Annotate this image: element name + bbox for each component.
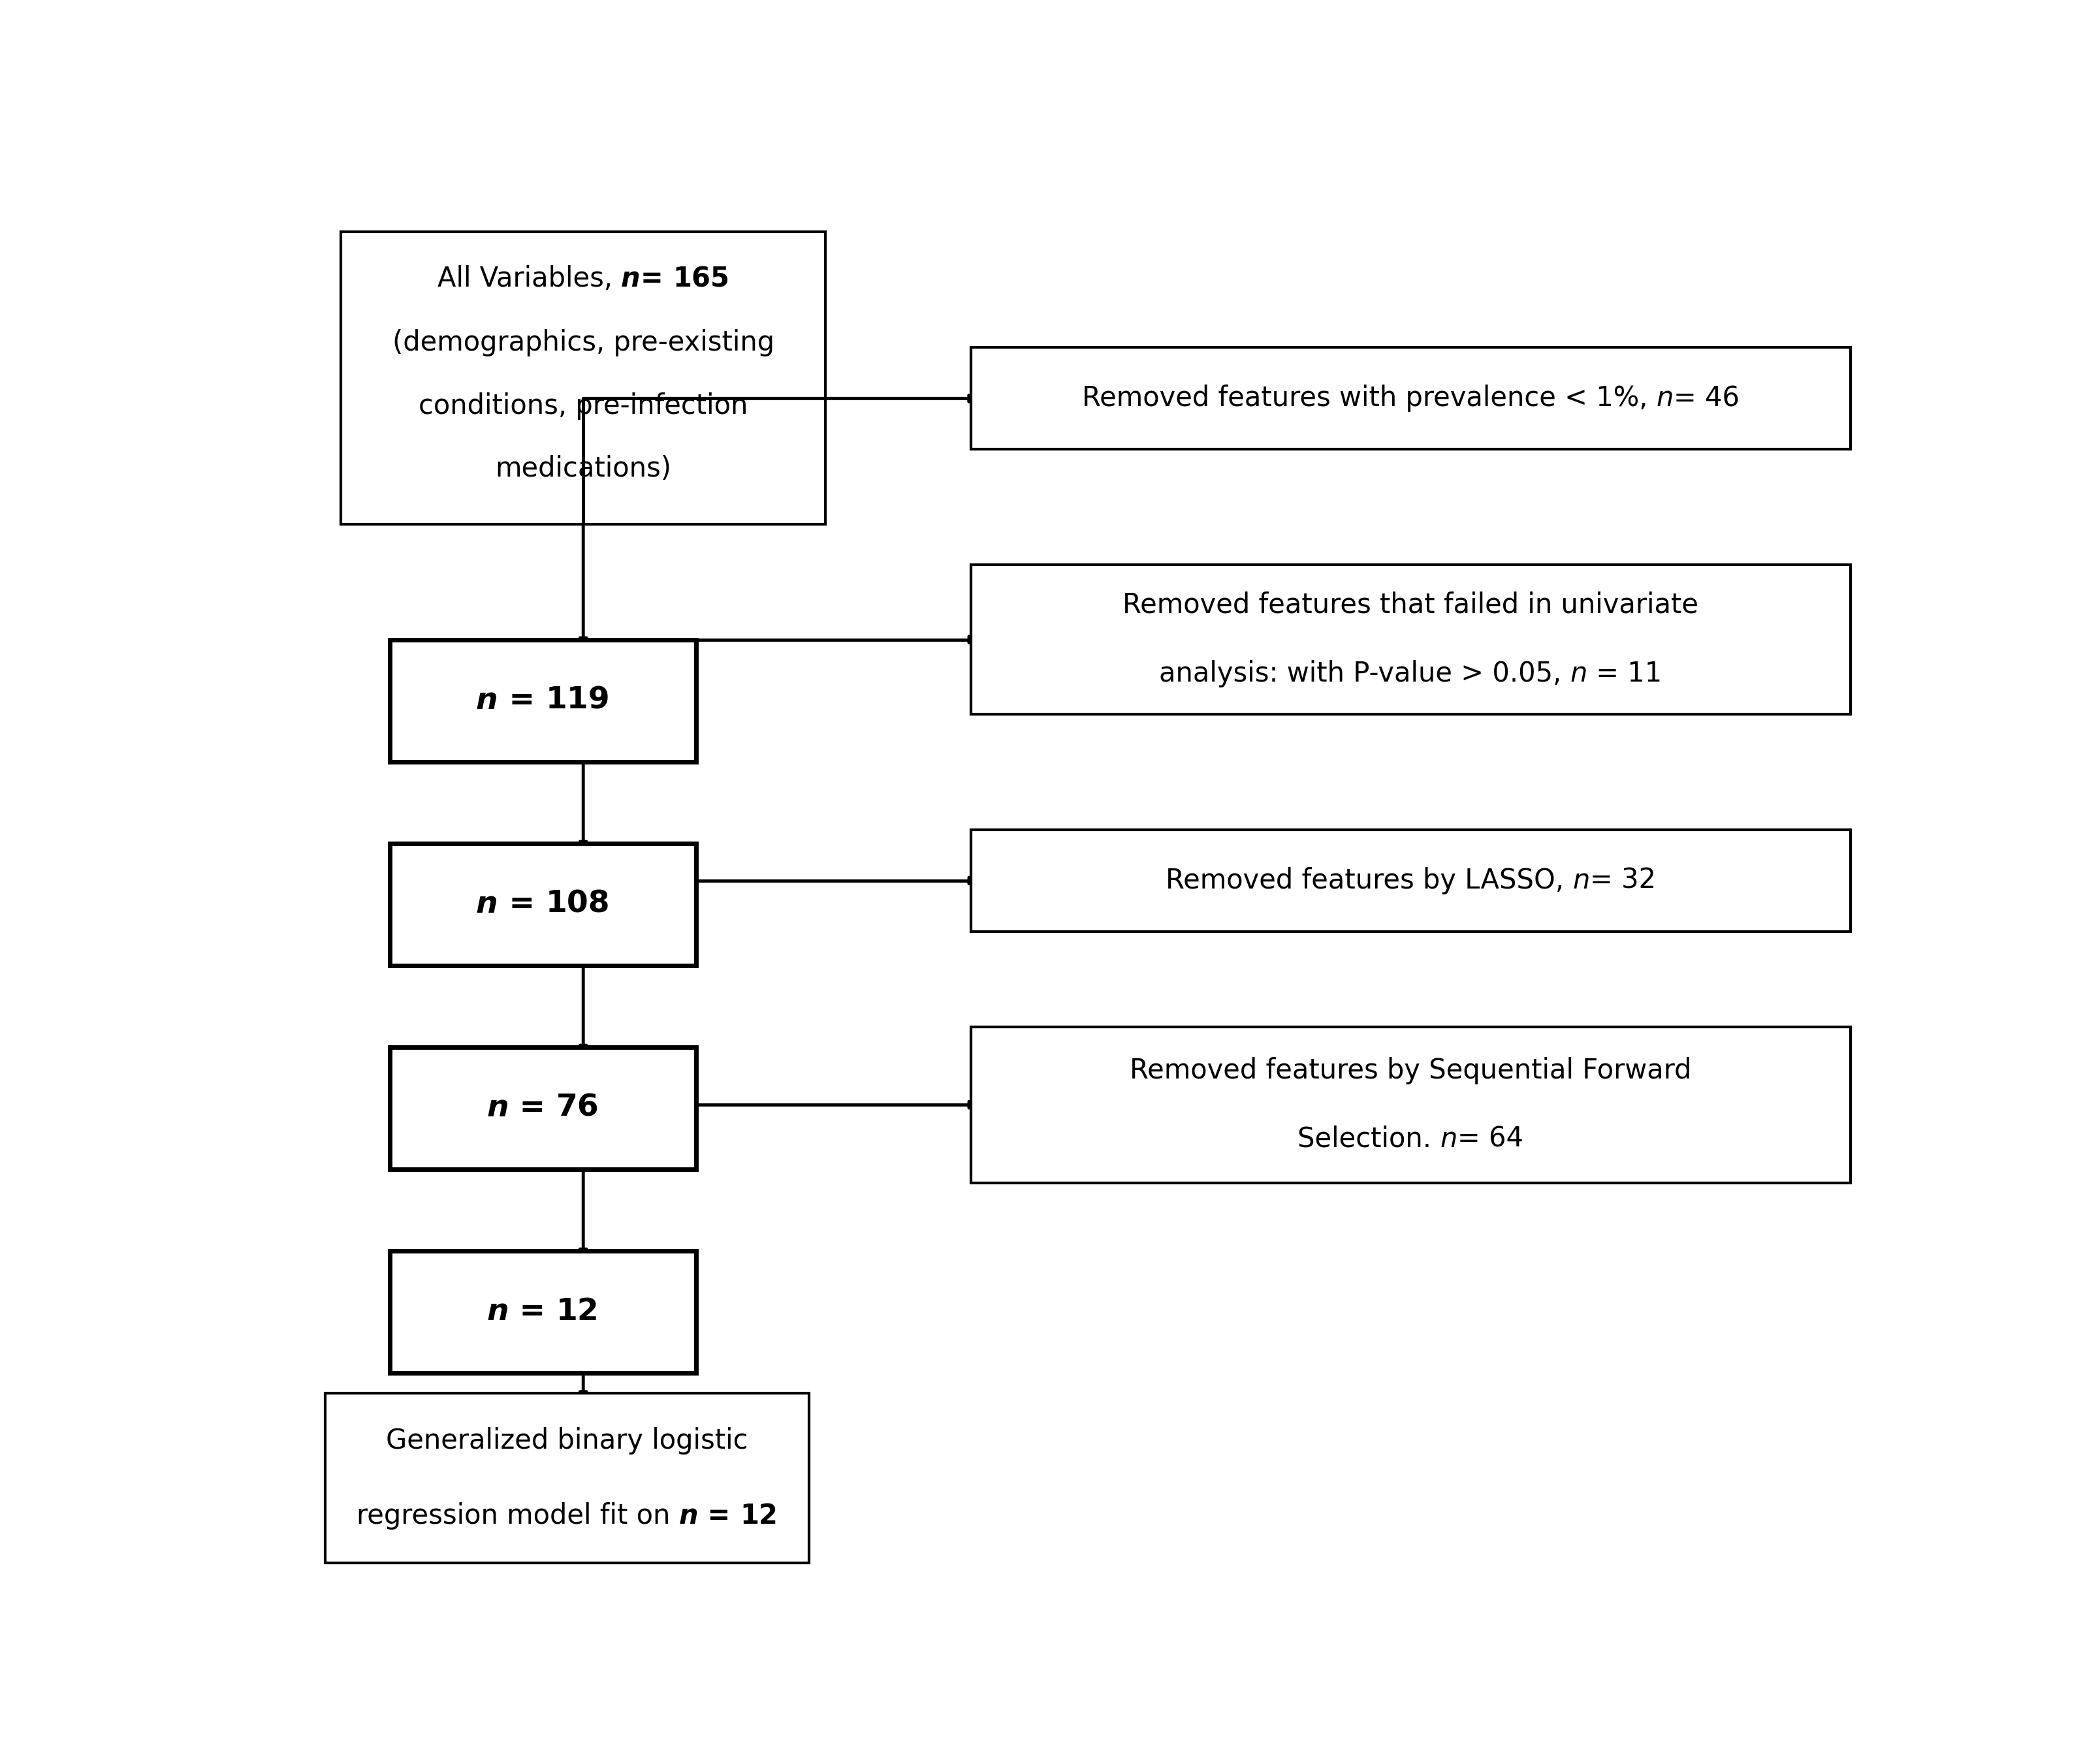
Text: =: = <box>498 889 546 919</box>
Text: 12: 12 <box>556 1297 600 1327</box>
Text: 165: 165 <box>673 265 729 293</box>
Text: Removed features by LASSO,: Removed features by LASSO, <box>1166 866 1573 894</box>
Text: analysis: with P-value > 0.05,: analysis: with P-value > 0.05, <box>1158 660 1571 688</box>
Text: regression model fit on: regression model fit on <box>356 1501 679 1529</box>
Text: Generalized binary logistic: Generalized binary logistic <box>385 1427 748 1455</box>
Text: n: n <box>1439 1125 1458 1154</box>
Text: 76: 76 <box>556 1094 600 1124</box>
Bar <box>971 564 1850 714</box>
Bar <box>390 843 696 965</box>
Text: n: n <box>1573 866 1589 894</box>
Text: Selection.: Selection. <box>1298 1125 1439 1154</box>
Text: n: n <box>477 686 498 716</box>
Bar <box>390 1048 696 1170</box>
Text: =: = <box>498 686 546 716</box>
Text: =: = <box>508 1094 556 1124</box>
Bar <box>971 1027 1850 1184</box>
Text: 119: 119 <box>546 686 610 716</box>
Text: Removed features that failed in univariate: Removed features that failed in univaria… <box>1123 591 1698 619</box>
Text: 108: 108 <box>546 889 610 919</box>
Text: n: n <box>477 889 498 919</box>
Text: n: n <box>621 265 639 293</box>
Text: = 32: = 32 <box>1589 866 1656 894</box>
Bar <box>390 1251 696 1372</box>
Text: =: = <box>639 265 673 293</box>
Text: All Variables,: All Variables, <box>437 265 621 293</box>
Text: Removed features by Sequential Forward: Removed features by Sequential Forward <box>1129 1057 1691 1085</box>
Text: medications): medications) <box>496 455 671 482</box>
Text: =: = <box>508 1297 556 1327</box>
Text: n: n <box>487 1094 508 1124</box>
Bar <box>971 829 1850 931</box>
Text: = 64: = 64 <box>1458 1125 1523 1154</box>
Bar <box>342 233 825 524</box>
Text: n: n <box>1571 660 1587 688</box>
Text: = 46: = 46 <box>1673 385 1739 413</box>
Text: =: = <box>698 1501 739 1529</box>
Text: (demographics, pre-existing: (demographics, pre-existing <box>392 330 775 356</box>
Bar <box>325 1394 810 1563</box>
Text: conditions, pre-infection: conditions, pre-infection <box>419 392 748 420</box>
Bar <box>390 640 696 762</box>
Text: 12: 12 <box>739 1501 777 1529</box>
Bar <box>971 348 1850 450</box>
Text: n: n <box>487 1297 508 1327</box>
Text: = 11: = 11 <box>1587 660 1662 688</box>
Text: n: n <box>679 1501 698 1529</box>
Text: Removed features with prevalence < 1%,: Removed features with prevalence < 1%, <box>1081 385 1656 413</box>
Text: n: n <box>1656 385 1673 413</box>
